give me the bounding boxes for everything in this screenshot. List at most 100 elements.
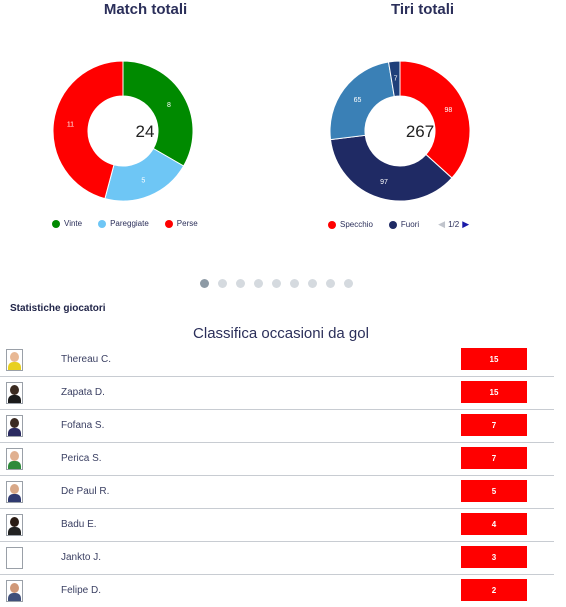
avatar-body (8, 461, 21, 469)
table-row[interactable]: Felipe D. 2 (0, 575, 554, 607)
table-row[interactable]: Zapata D. 15 (0, 377, 554, 410)
table-row[interactable]: Thereau C. 15 (0, 344, 554, 377)
center-total: 24 (136, 122, 155, 141)
legend-item-perse[interactable]: Perse (164, 219, 198, 228)
avatar (6, 481, 23, 503)
section-label: Statistiche giocatori (10, 303, 106, 314)
triangle-left-icon[interactable]: ◀ (438, 219, 446, 229)
carousel-dot[interactable] (326, 279, 335, 288)
table-row[interactable]: Badu E. 4 (0, 509, 554, 542)
score-badge: 7 (461, 414, 527, 436)
player-name[interactable]: Badu E. (61, 519, 97, 530)
score-badge: 15 (461, 381, 527, 403)
carousel-dot[interactable] (344, 279, 353, 288)
player-name[interactable]: Perica S. (61, 453, 102, 464)
player-name[interactable]: Felipe D. (61, 585, 102, 596)
carousel-dot[interactable] (290, 279, 299, 288)
avatar-body (8, 494, 21, 502)
table-row[interactable]: Fofana S. 7 (0, 410, 554, 443)
player-name[interactable]: Zapata D. (61, 387, 105, 398)
donut-segment[interactable] (329, 134, 453, 202)
score-badge: 4 (461, 513, 527, 535)
avatar-head (10, 385, 19, 395)
player-name[interactable]: Fofana S. (61, 420, 105, 431)
segment-value-label: 11 (67, 122, 74, 129)
carousel-dot[interactable] (218, 279, 227, 288)
avatar-body (8, 527, 21, 535)
center-total: 267 (406, 122, 434, 141)
segment-value-label: 98 (445, 107, 453, 114)
donut-segment[interactable] (399, 60, 471, 179)
segment-value-label: 8 (167, 102, 171, 109)
avatar-body (8, 395, 21, 403)
player-name[interactable]: Jankto J. (61, 552, 102, 563)
avatar (6, 514, 23, 536)
tiri-totali-donut: 98 97 65 7 267 (329, 60, 471, 202)
avatar-body (8, 593, 21, 601)
triangle-right-icon[interactable]: ▶ (462, 219, 470, 229)
table-row[interactable]: Jankto J. 3 (0, 542, 554, 575)
tiri-totali-chart: Tiri totali 98 97 65 7 267 Specchio Fuori ◀ … (283, 0, 566, 250)
avatar (6, 382, 23, 404)
carousel-dot[interactable] (308, 279, 317, 288)
donut-segment[interactable] (387, 60, 401, 98)
legend-label: Fuori (400, 220, 420, 229)
score-badge: 15 (461, 348, 527, 370)
chart-title: Match totali (103, 1, 188, 18)
legend-item-vinte[interactable]: Vinte (52, 219, 82, 228)
carousel-dots (200, 279, 362, 288)
donut-segment[interactable] (122, 60, 194, 167)
avatar (6, 448, 23, 470)
segment-value-label: 65 (354, 97, 362, 104)
segment-value-label: 5 (141, 177, 145, 184)
player-name[interactable]: Thereau C. (61, 354, 112, 365)
avatar-head (10, 352, 19, 362)
score-badge: 7 (461, 447, 527, 469)
segment-value-label: 97 (380, 179, 388, 186)
table-row[interactable]: De Paul R. 5 (0, 476, 554, 509)
ranking-list: Thereau C. 15 Zapata D. 15 Fofana S. 7 P… (0, 344, 554, 607)
donut-segment[interactable] (52, 60, 124, 200)
legend-dot-icon (164, 219, 173, 228)
avatar-head (10, 418, 19, 428)
legend-pager: ◀ 1/2 ▶ (435, 219, 472, 230)
pager-label: 1/2 (448, 220, 460, 229)
legend-dot-icon (328, 220, 336, 229)
player-name[interactable]: De Paul R. (61, 486, 110, 497)
legend-dot-icon (98, 219, 107, 228)
legend-label: Pareggiate (110, 219, 149, 228)
tiri-legend: Specchio Fuori ◀ 1/2 ▶ (328, 219, 472, 230)
ranking-title: Classifica occasioni da gol (193, 325, 369, 342)
avatar-head (10, 484, 19, 494)
segment-value-label: 7 (394, 76, 398, 83)
legend-label: Perse (176, 219, 198, 228)
avatar-head (10, 517, 19, 527)
legend-dot-icon (52, 219, 60, 228)
legend-label: Vinte (64, 219, 83, 228)
carousel-dot[interactable] (272, 279, 281, 288)
carousel-dot[interactable] (236, 279, 245, 288)
chart-title: Tiri totali (390, 1, 455, 18)
score-badge: 5 (461, 480, 527, 502)
avatar-head (10, 451, 19, 461)
avatar (6, 415, 23, 437)
score-badge: 2 (461, 579, 527, 601)
avatar-body (8, 428, 21, 436)
carousel-dot[interactable] (254, 279, 263, 288)
avatar (6, 580, 23, 602)
match-totali-chart: Match totali 8 5 11 24 Vinte Pareggiate Per… (0, 0, 283, 250)
legend-item-fuori[interactable]: Fuori (388, 220, 420, 229)
avatar (6, 349, 23, 371)
legend-item-specchio[interactable]: Specchio (328, 220, 373, 229)
avatar (6, 547, 23, 569)
match-totali-donut: 8 5 11 24 (52, 60, 194, 202)
carousel-dot[interactable] (200, 279, 209, 288)
score-badge: 3 (461, 546, 527, 568)
avatar-body (8, 362, 21, 370)
legend-label: Specchio (340, 220, 373, 229)
avatar-head (10, 583, 19, 593)
match-legend: Vinte Pareggiate Perse (52, 219, 214, 228)
table-row[interactable]: Perica S. 7 (0, 443, 554, 476)
donut-segment[interactable] (329, 61, 395, 141)
legend-item-pareggiate[interactable]: Pareggiate (98, 219, 149, 228)
